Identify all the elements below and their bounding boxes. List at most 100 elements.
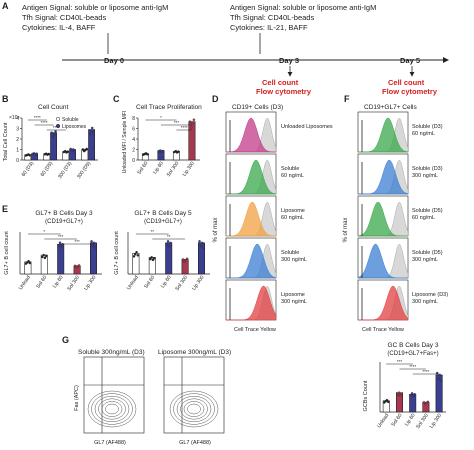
g-flow1-xlabel: GL7 (AF488) bbox=[94, 440, 126, 446]
e2-ylabel: GL7+ B cell count bbox=[114, 231, 120, 275]
chart-E1-point bbox=[42, 253, 45, 257]
b-title: Cell Count bbox=[38, 104, 69, 111]
chart-G-point bbox=[398, 394, 402, 397]
chart-C-sig-label: * bbox=[160, 115, 162, 120]
flow-contour bbox=[105, 403, 119, 415]
labels-D-row-label-2: 300 ng/mL bbox=[281, 257, 307, 263]
a-day-0: Day 0 bbox=[104, 56, 124, 65]
flow-contour bbox=[180, 398, 208, 420]
flow-contour bbox=[87, 390, 137, 428]
c-title: Cell Trace Proliferation bbox=[136, 104, 202, 111]
labels-D-row-label-1: Unloaded Liposomes bbox=[281, 124, 333, 130]
chart-C-point bbox=[188, 120, 192, 123]
e1-title: GL7+ B Cells Day 3 bbox=[35, 210, 93, 217]
b-ylabel: Total Cell Count bbox=[3, 122, 9, 161]
chart-C-xtick-label: Lip 60 bbox=[152, 161, 165, 176]
chart-G-point bbox=[426, 400, 430, 404]
flow-contour bbox=[173, 393, 215, 425]
chart-B-ytick-label: 2 bbox=[16, 137, 19, 143]
e2-title: GL7+ B Cells Day 5 bbox=[134, 210, 192, 217]
chart-G-point bbox=[409, 393, 412, 397]
a-readout-count-2: Cell count bbox=[388, 78, 425, 87]
flow-plot-frame bbox=[83, 356, 145, 434]
f-ylabel: % of max bbox=[343, 217, 349, 242]
chart-B-xtick-label: 60 (D3) bbox=[21, 160, 36, 177]
b-yscale: ×10⁶ bbox=[9, 115, 20, 121]
chart-E1-xtick-label: Lip 60 bbox=[52, 275, 65, 290]
chart-B-point bbox=[50, 131, 53, 134]
panel-d-label: D bbox=[212, 94, 219, 104]
chart-E2-point bbox=[149, 257, 152, 261]
chart-B-point bbox=[35, 152, 38, 155]
panel-f-label: F bbox=[344, 94, 350, 104]
chart-C-xtick-label: Lip 300 bbox=[182, 161, 196, 178]
hist-D-sample-histogram bbox=[226, 285, 277, 321]
legend-soluble-label: Soluble bbox=[62, 117, 79, 123]
flow-contour bbox=[176, 395, 212, 423]
g-flow2-xlabel: GL7 (AF488) bbox=[179, 440, 211, 446]
d-title: CD19+ Cells (D3) bbox=[232, 104, 283, 111]
flow-plot-frame bbox=[163, 356, 225, 434]
chart-E2-xtick-label: Lip 300 bbox=[191, 275, 205, 292]
flow-contour bbox=[98, 398, 126, 420]
chart-B-point bbox=[69, 147, 72, 151]
chart-C-ytick-label: 4 bbox=[132, 137, 135, 143]
chart-C-xtick-label: Sol 60 bbox=[136, 161, 149, 176]
labels-F-row-label-1: Soluble (D5) bbox=[412, 208, 443, 214]
e1-ylabel: GL7+ B cell count bbox=[4, 231, 10, 275]
chart-G-xtick-label: Lip 60 bbox=[404, 413, 417, 428]
labels-F-row-label-1: Soluble (D3) bbox=[412, 166, 443, 172]
chart-C-point bbox=[177, 150, 180, 153]
chart-E2-bar bbox=[165, 242, 173, 275]
hist-F-sample-histogram bbox=[357, 117, 409, 153]
legend-liposomes-label: Liposomes bbox=[62, 124, 87, 130]
chart-G-point bbox=[386, 400, 390, 404]
chart-C-point bbox=[192, 118, 196, 122]
chart-E2-point bbox=[151, 258, 155, 262]
chart-B-point bbox=[73, 149, 76, 153]
chart-B-sig-label: **** bbox=[41, 120, 48, 125]
chart-B-point bbox=[54, 130, 57, 133]
chart-C-ytick-label: 2 bbox=[132, 147, 135, 153]
flow-contour bbox=[183, 401, 205, 417]
labels-D-row-label-2: 300 ng/mL bbox=[281, 299, 307, 305]
labels-D-row-label-1: Liposome bbox=[281, 292, 305, 298]
chart-C-ytick-label: 8 bbox=[132, 116, 135, 122]
legend-liposomes-marker bbox=[55, 123, 61, 129]
chart-B-point bbox=[28, 154, 32, 157]
flow-contour bbox=[187, 403, 201, 415]
labels-F-row-label-1: Liposome (D3) bbox=[412, 292, 448, 298]
chart-G-point bbox=[438, 373, 441, 377]
chart-G-point bbox=[410, 392, 414, 395]
chart-G-sig-label: **** bbox=[409, 364, 416, 369]
chart-C-bar bbox=[188, 121, 196, 161]
chart-B-point bbox=[90, 126, 94, 130]
chart-E1-sig-label: *** bbox=[58, 234, 64, 239]
chart-E1-sig-label: * bbox=[43, 229, 45, 234]
chart-E1-point bbox=[77, 264, 81, 267]
g-bar-ylabel: GCBs Count bbox=[363, 380, 369, 411]
labels-F-row-label-2: 300 ng/mL bbox=[412, 257, 438, 263]
labels-F-row-label-2: 300 ng/mL bbox=[412, 173, 438, 179]
chart-G-sig-label: *** bbox=[397, 359, 403, 364]
chart-E1-xtick-label: Sol 300 bbox=[66, 275, 81, 293]
chart-G-point bbox=[385, 398, 389, 402]
chart-E2-xtick-label: Sol 60 bbox=[143, 275, 156, 290]
labels-F-row-label-2: 60 ng/mL bbox=[412, 215, 435, 221]
hist-F-sample-histogram bbox=[357, 201, 409, 237]
chart-e1: Unload Sol 60 Lip 60 Sol 300 Lip 300******* bbox=[18, 229, 102, 292]
chart-G-xtick-label: Sol 300 bbox=[415, 413, 430, 431]
d-ylabel: % of max bbox=[213, 217, 219, 242]
chart-E1-point bbox=[57, 244, 61, 247]
chart-E2-point bbox=[150, 256, 153, 259]
flow-plots-g bbox=[83, 356, 225, 434]
hist-F-sample-histogram bbox=[357, 243, 408, 279]
labels-D-row-label-2: 60 ng/mL bbox=[281, 215, 304, 221]
a-left-line-3: Cytokines: IL-4, BAFF bbox=[22, 23, 96, 32]
e2-subtitle: (CD19+GL7+) bbox=[144, 219, 182, 225]
chart-B-ytick-label: 1 bbox=[16, 147, 19, 153]
flow-contour bbox=[101, 401, 123, 417]
chart-B-point bbox=[89, 129, 93, 133]
